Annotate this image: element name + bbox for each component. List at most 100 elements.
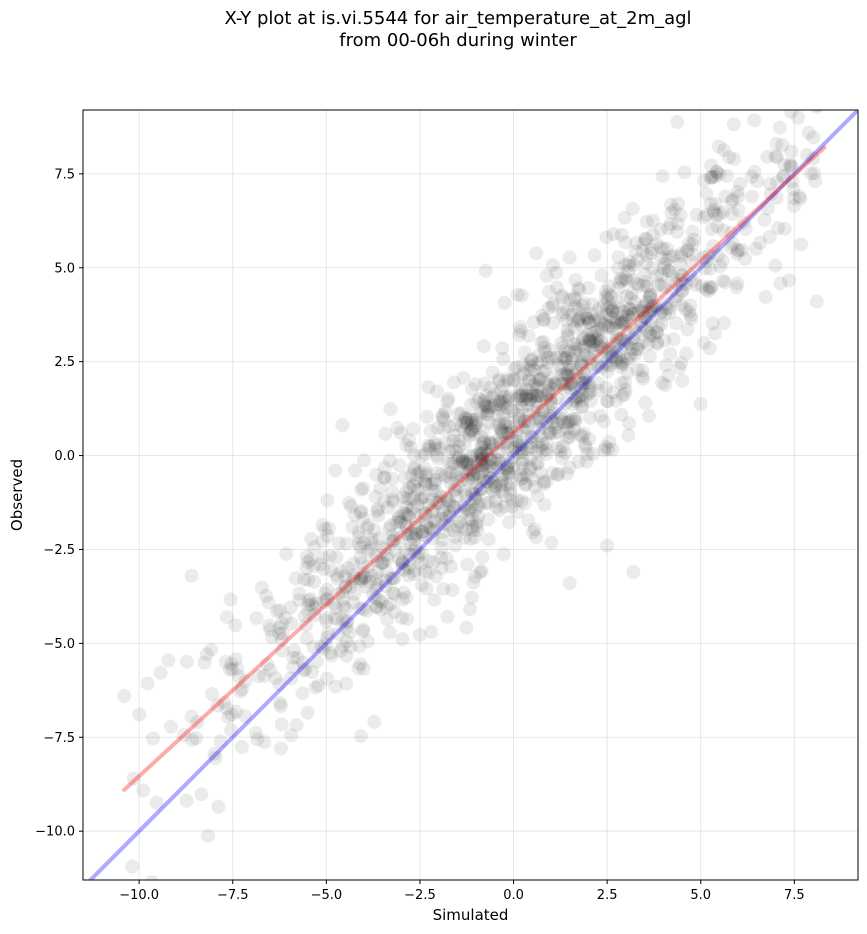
data-point (161, 653, 176, 668)
data-point (390, 421, 405, 436)
data-point (662, 264, 677, 279)
data-point (625, 201, 640, 216)
data-point (562, 344, 577, 359)
data-point (519, 468, 534, 483)
data-point (492, 445, 507, 460)
data-point (560, 327, 575, 342)
data-point (538, 363, 553, 378)
data-point (237, 709, 252, 724)
data-point (648, 298, 663, 313)
data-point (459, 522, 474, 537)
data-point (522, 392, 537, 407)
data-point (533, 465, 548, 480)
data-point (702, 341, 717, 356)
data-point (426, 555, 441, 570)
data-point (648, 302, 663, 317)
data-point (596, 297, 611, 312)
data-point (308, 600, 323, 615)
data-point (376, 555, 391, 570)
data-point (356, 622, 371, 637)
data-point (800, 148, 815, 163)
data-point (393, 530, 408, 545)
data-point (510, 445, 525, 460)
data-point (531, 372, 546, 387)
data-point (371, 501, 386, 516)
data-point (614, 353, 629, 368)
data-point (368, 549, 383, 564)
data-point (710, 165, 725, 180)
data-point (626, 565, 641, 579)
data-point (459, 488, 474, 503)
data-point (465, 519, 480, 534)
data-point (530, 356, 545, 371)
data-point (558, 446, 573, 461)
data-point (476, 423, 491, 438)
data-point (412, 465, 427, 480)
data-point (470, 499, 485, 514)
data-point (722, 150, 737, 165)
data-point (406, 566, 421, 581)
data-point (640, 324, 655, 339)
data-point (769, 150, 784, 165)
data-point (566, 367, 581, 382)
data-point (512, 437, 527, 452)
data-point (625, 307, 640, 322)
data-point (220, 610, 235, 625)
data-point (435, 532, 450, 547)
data-point (395, 556, 410, 571)
data-point (481, 459, 496, 474)
data-point (331, 586, 346, 601)
data-point (494, 394, 509, 409)
data-point (438, 404, 453, 419)
data-point (587, 325, 602, 340)
data-point (485, 474, 500, 489)
data-point (392, 508, 407, 523)
data-point (595, 341, 610, 356)
data-point (448, 417, 463, 432)
data-point (563, 376, 578, 391)
data-point (621, 264, 636, 279)
data-point (422, 520, 437, 535)
data-point (523, 462, 538, 477)
identity-line (87, 110, 858, 880)
data-point (655, 169, 670, 184)
data-point (372, 531, 387, 546)
data-point (560, 416, 575, 431)
data-point (512, 441, 527, 456)
data-point (530, 488, 545, 503)
data-point (636, 278, 651, 293)
data-point (541, 355, 556, 370)
data-point (362, 574, 377, 589)
data-point (534, 371, 549, 386)
data-point (259, 589, 274, 604)
data-point (472, 406, 487, 421)
data-point (762, 177, 777, 192)
data-point (406, 478, 421, 493)
data-point (793, 191, 808, 206)
data-point (410, 550, 425, 565)
data-point (464, 415, 479, 430)
data-point (580, 327, 595, 342)
data-point (257, 735, 272, 750)
data-point (539, 389, 554, 404)
data-point (578, 310, 593, 325)
data-point (465, 413, 480, 428)
data-point (542, 378, 557, 393)
data-point (550, 467, 565, 482)
data-point (538, 344, 553, 359)
data-point (531, 348, 546, 363)
data-point (560, 367, 575, 382)
data-point (272, 603, 287, 618)
data-point (581, 386, 596, 401)
data-point (320, 529, 335, 544)
data-point (346, 595, 361, 610)
data-point (564, 351, 579, 366)
data-point (620, 365, 635, 380)
data-point (586, 446, 601, 461)
data-point (515, 388, 530, 403)
data-point (380, 551, 395, 566)
data-point (418, 468, 433, 483)
data-point (485, 365, 500, 380)
data-point (575, 354, 590, 369)
data-point (555, 414, 570, 429)
